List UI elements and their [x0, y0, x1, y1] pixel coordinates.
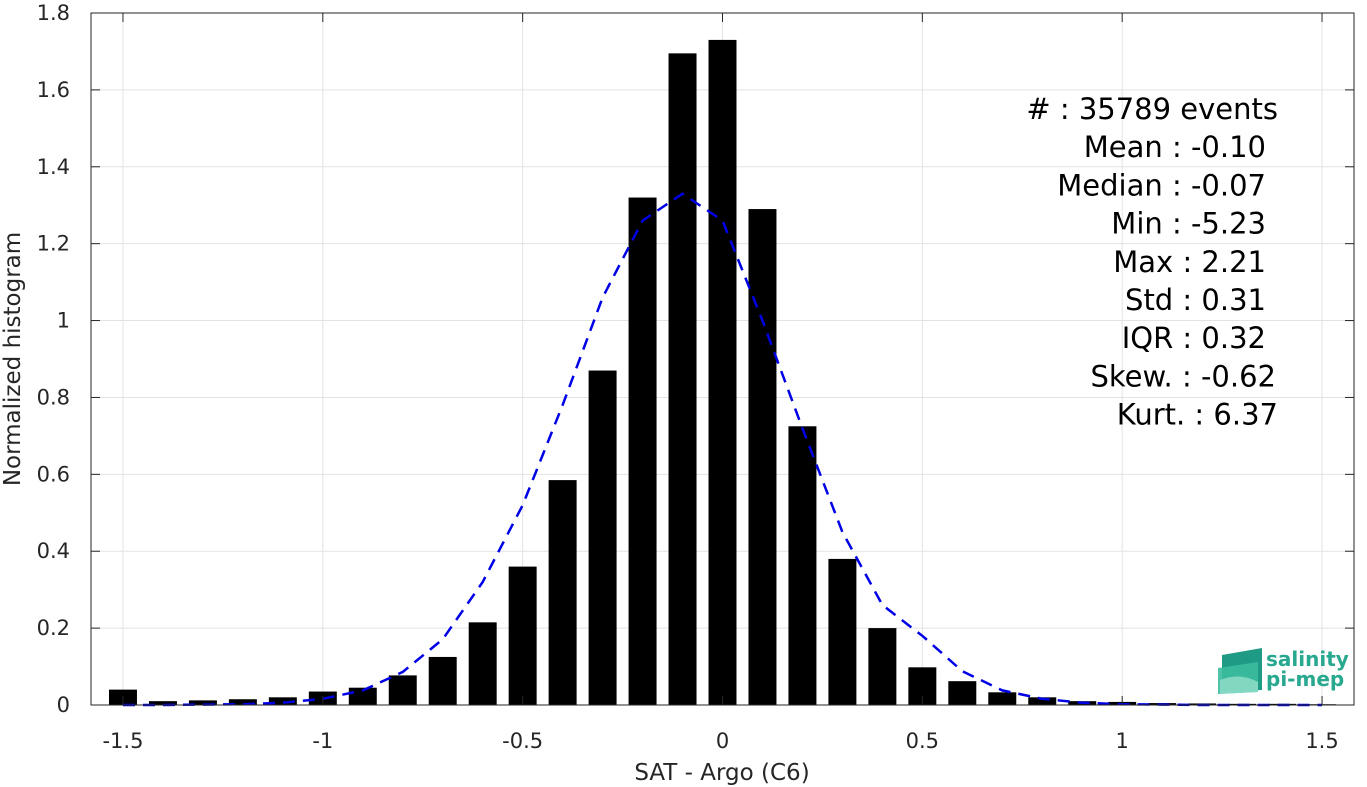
histogram-bar-9 — [468, 622, 497, 705]
stats-line-3: Min : -5.23 — [1111, 207, 1266, 241]
y-tick-label-0: 0 — [57, 693, 70, 717]
statistics-panel: # : 35789 events Mean : -0.10 Median : -0.… — [1026, 92, 1278, 432]
x-tick-label-4: 0.5 — [906, 729, 939, 753]
logo-text-line2: pi-mep — [1266, 667, 1344, 691]
x-tick-label-3: 0 — [716, 729, 729, 753]
histogram-bar-13 — [628, 197, 657, 706]
histogram-bar-10 — [508, 566, 537, 705]
salinity-pi-mep-logo: salinity pi-mep — [1218, 647, 1349, 694]
histogram-bar-12 — [588, 370, 617, 705]
x-tick-label-5: 1 — [1115, 729, 1128, 753]
x-tick-label-6: 1.5 — [1305, 729, 1338, 753]
stats-line-6: IQR : 0.32 — [1122, 321, 1266, 355]
histogram-bar-22 — [988, 692, 1017, 705]
y-tick-label-1: 0.2 — [37, 616, 70, 640]
x-tick-label-1: -1 — [312, 729, 333, 753]
stats-line-0: # : 35789 events — [1026, 92, 1278, 126]
y-tick-label-4: 0.8 — [37, 385, 70, 409]
logo-wave-icon — [1218, 648, 1262, 694]
histogram-bar-7 — [388, 675, 417, 705]
y-tick-labels: 0 0.2 0.4 0.6 0.8 1 1.2 1.4 1.6 1.8 — [37, 1, 70, 717]
stats-line-8: Kurt. : 6.37 — [1117, 398, 1278, 432]
histogram-bar-3 — [228, 699, 257, 705]
histogram-bar-1 — [148, 701, 177, 705]
stats-line-7: Skew. : -0.62 — [1090, 359, 1276, 393]
x-axis-label: SAT - Argo (C6) — [634, 760, 809, 786]
histogram-bar-16 — [748, 209, 777, 706]
histogram-bar-11 — [548, 480, 577, 705]
histogram-bar-4 — [268, 697, 297, 705]
y-tick-label-6: 1.2 — [37, 232, 70, 256]
histogram-bar-17 — [788, 426, 817, 705]
logo-text-line1: salinity — [1266, 647, 1349, 671]
y-tick-label-2: 0.4 — [37, 539, 70, 563]
y-tick-label-8: 1.6 — [37, 78, 70, 102]
histogram-bar-15 — [708, 39, 737, 705]
x-tick-label-2: -0.5 — [502, 729, 543, 753]
stats-line-1: Mean : -0.10 — [1084, 130, 1266, 164]
y-tick-label-7: 1.4 — [37, 155, 70, 179]
axis-ticks — [91, 12, 1354, 706]
y-tick-label-5: 1 — [57, 309, 70, 333]
x-tick-labels: -1.5 -1 -0.5 0 0.5 1 1.5 — [102, 729, 1338, 753]
histogram-bar-6 — [348, 687, 377, 705]
stats-line-4: Max : 2.21 — [1113, 245, 1266, 279]
histogram-bars — [108, 39, 1337, 706]
stats-line-5: Std : 0.31 — [1125, 283, 1266, 317]
histogram-bar-18 — [828, 558, 857, 705]
histogram-bar-19 — [868, 628, 897, 705]
histogram-bar-21 — [948, 681, 977, 705]
y-tick-label-3: 0.6 — [37, 462, 70, 486]
histogram-bar-14 — [668, 53, 697, 706]
histogram-bar-2 — [188, 700, 217, 705]
stats-line-2: Median : -0.07 — [1057, 168, 1266, 202]
histogram-bar-8 — [428, 656, 457, 705]
histogram-bar-23 — [1028, 697, 1057, 705]
y-tick-label-9: 1.8 — [37, 1, 70, 25]
y-axis-label: Normalized histogram — [0, 232, 26, 486]
x-tick-label-0: -1.5 — [102, 729, 143, 753]
